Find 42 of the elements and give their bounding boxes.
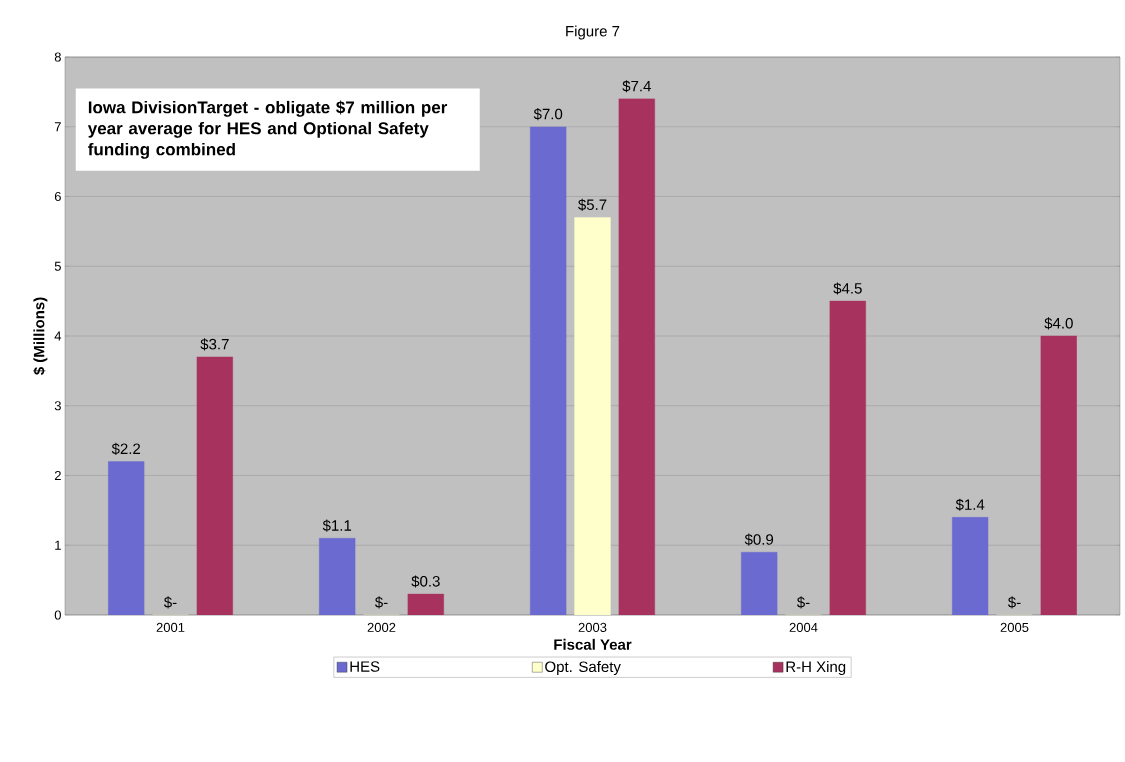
data-label: $- bbox=[374, 596, 388, 609]
data-label: $1.1 bbox=[322, 519, 352, 532]
bar bbox=[319, 538, 356, 615]
legend-label: Opt. Safety bbox=[545, 661, 621, 675]
chart-title: Figure 7 bbox=[566, 25, 620, 40]
data-label: $- bbox=[1007, 596, 1021, 609]
x-tick-label: 2001 bbox=[156, 622, 185, 632]
y-tick-label: 7 bbox=[54, 122, 61, 132]
data-label: $1.4 bbox=[955, 498, 985, 511]
y-tick-label: 0 bbox=[54, 610, 61, 620]
x-tick-label: 2003 bbox=[578, 622, 607, 632]
x-tick-label: 2005 bbox=[1000, 622, 1029, 632]
data-label: $7.4 bbox=[622, 80, 651, 93]
x-tick-label: 2004 bbox=[789, 622, 818, 632]
annotation: Iowa DivisionTarget - obligate $7 million per year average for HES and Optional Safety funding combined bbox=[87, 100, 448, 159]
data-label: $4.5 bbox=[833, 282, 862, 295]
x-tick-label: 2002 bbox=[367, 622, 396, 632]
y-tick-label: 8 bbox=[54, 52, 61, 62]
bar bbox=[952, 517, 989, 615]
bar bbox=[574, 217, 611, 615]
bar bbox=[108, 461, 145, 615]
y-axis-title: $ (Millions) bbox=[33, 297, 48, 375]
y-tick-label: 4 bbox=[54, 331, 62, 341]
data-label: $5.7 bbox=[578, 198, 607, 211]
legend-label: HES bbox=[350, 661, 380, 672]
y-tick-label: 1 bbox=[55, 540, 61, 550]
data-label: $3.7 bbox=[200, 338, 229, 351]
bar bbox=[741, 552, 778, 615]
y-tick-label: 2 bbox=[54, 470, 61, 481]
data-label: $0.3 bbox=[411, 575, 440, 588]
y-tick-label: 3 bbox=[54, 401, 61, 411]
data-label: $7.0 bbox=[533, 108, 563, 121]
data-label: $- bbox=[163, 596, 177, 609]
y-tick-label: 5 bbox=[54, 261, 61, 271]
bar bbox=[530, 126, 567, 615]
y-tick-label: 6 bbox=[54, 191, 61, 202]
data-label: $4.0 bbox=[1044, 317, 1073, 330]
x-axis-title: Fiscal Year bbox=[554, 638, 632, 650]
data-label: $- bbox=[796, 596, 810, 609]
legend-label: R-H Xing bbox=[786, 661, 846, 676]
data-label: $2.2 bbox=[111, 442, 141, 455]
data-label: $0.9 bbox=[744, 533, 774, 546]
